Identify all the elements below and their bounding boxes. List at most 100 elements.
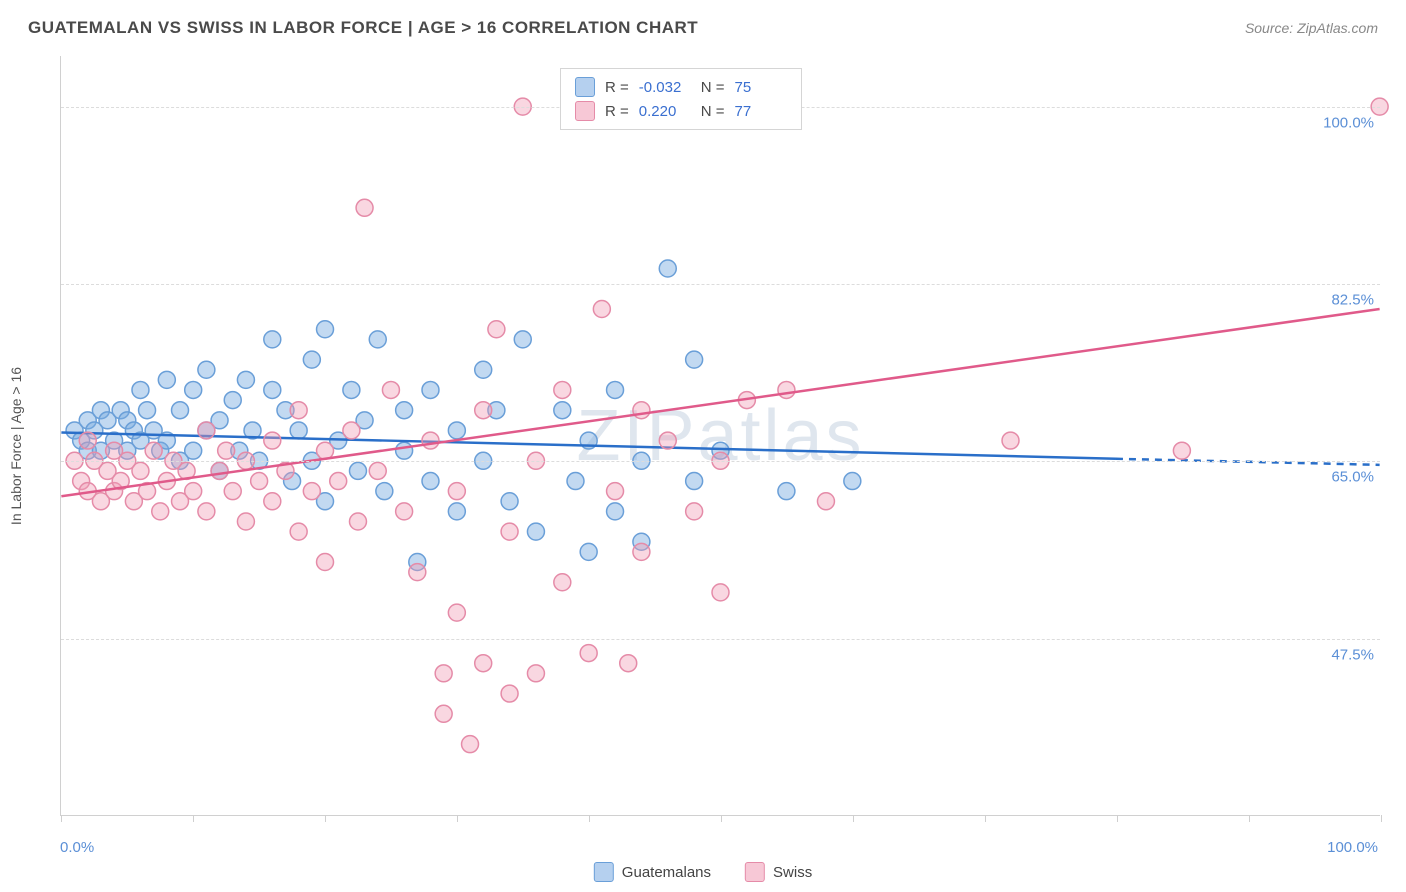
scatter-point: [79, 432, 96, 449]
scatter-point: [139, 402, 156, 419]
scatter-point: [396, 503, 413, 520]
scatter-point: [356, 199, 373, 216]
scatter-point: [712, 584, 729, 601]
scatter-point: [152, 503, 169, 520]
scatter-point: [620, 655, 637, 672]
scatter-point: [145, 442, 162, 459]
scatter-point: [607, 483, 624, 500]
scatter-chart: ZIPatlas 47.5%65.0%82.5%100.0%: [60, 56, 1380, 816]
swatch-icon: [594, 862, 614, 882]
scatter-point: [185, 442, 202, 459]
scatter-point: [475, 402, 492, 419]
scatter-point: [237, 371, 254, 388]
scatter-point: [686, 503, 703, 520]
scatter-point: [435, 665, 452, 682]
x-tick: [1249, 815, 1250, 822]
gridline: [61, 461, 1380, 462]
scatter-point: [264, 331, 281, 348]
scatter-point: [817, 493, 834, 510]
scatter-point: [422, 473, 439, 490]
scatter-point: [343, 381, 360, 398]
legend-item-swiss: Swiss: [745, 862, 812, 882]
stat-r-value: -0.032: [639, 79, 691, 96]
series-legend: Guatemalans Swiss: [594, 862, 812, 882]
y-tick-label: 47.5%: [1325, 646, 1374, 663]
scatter-point: [264, 432, 281, 449]
scatter-point: [686, 351, 703, 368]
scatter-point: [224, 392, 241, 409]
stats-row-guatemalans: R = -0.032 N = 75: [575, 75, 787, 99]
x-tick: [1381, 815, 1382, 822]
scatter-point: [317, 554, 334, 571]
scatter-point: [527, 523, 544, 540]
stats-row-swiss: R = 0.220 N = 77: [575, 99, 787, 123]
x-tick: [985, 815, 986, 822]
scatter-point: [396, 402, 413, 419]
scatter-point: [488, 321, 505, 338]
scatter-point: [317, 321, 334, 338]
scatter-point: [1173, 442, 1190, 459]
scatter-point: [633, 402, 650, 419]
scatter-point: [218, 442, 235, 459]
x-tick: [853, 815, 854, 822]
stat-n-value: 75: [735, 79, 787, 96]
scatter-point: [580, 645, 597, 662]
x-tick: [193, 815, 194, 822]
scatter-point: [290, 402, 307, 419]
scatter-point: [422, 432, 439, 449]
scatter-point: [224, 483, 241, 500]
scatter-point: [567, 473, 584, 490]
x-tick: [1117, 815, 1118, 822]
scatter-point: [475, 655, 492, 672]
scatter-point: [448, 604, 465, 621]
stat-n-label: N =: [701, 103, 725, 120]
scatter-point: [554, 381, 571, 398]
scatter-point: [501, 493, 518, 510]
gridline: [61, 284, 1380, 285]
scatter-point: [435, 705, 452, 722]
scatter-point: [330, 473, 347, 490]
scatter-point: [303, 483, 320, 500]
scatter-point: [778, 381, 795, 398]
scatter-point: [369, 462, 386, 479]
stat-n-label: N =: [701, 79, 725, 96]
legend-label: Guatemalans: [622, 864, 711, 881]
scatter-point: [554, 402, 571, 419]
scatter-point: [343, 422, 360, 439]
scatter-point: [475, 361, 492, 378]
scatter-point: [422, 381, 439, 398]
scatter-point: [659, 432, 676, 449]
scatter-point: [448, 483, 465, 500]
x-tick: [589, 815, 590, 822]
scatter-point: [264, 493, 281, 510]
scatter-point: [593, 301, 610, 318]
y-tick-label: 65.0%: [1325, 469, 1374, 486]
scatter-point: [237, 513, 254, 530]
legend-item-guatemalans: Guatemalans: [594, 862, 711, 882]
scatter-point: [527, 665, 544, 682]
scatter-point: [211, 462, 228, 479]
scatter-point: [158, 371, 175, 388]
scatter-point: [198, 422, 215, 439]
y-axis-label: In Labor Force | Age > 16: [8, 367, 24, 525]
scatter-point: [686, 473, 703, 490]
x-max-label: 100.0%: [1327, 839, 1378, 856]
stat-r-value: 0.220: [639, 103, 691, 120]
scatter-point: [290, 523, 307, 540]
scatter-point: [317, 442, 334, 459]
scatter-point: [633, 543, 650, 560]
swatch-icon: [745, 862, 765, 882]
scatter-point: [290, 422, 307, 439]
chart-title: GUATEMALAN VS SWISS IN LABOR FORCE | AGE…: [28, 18, 698, 38]
swatch-icon: [575, 77, 595, 97]
scatter-point: [396, 442, 413, 459]
scatter-point: [448, 422, 465, 439]
scatter-point: [554, 574, 571, 591]
scatter-point: [1002, 432, 1019, 449]
scatter-point: [844, 473, 861, 490]
y-tick-label: 82.5%: [1325, 292, 1374, 309]
correlation-stats-box: R = -0.032 N = 75 R = 0.220 N = 77: [560, 68, 802, 130]
scatter-point: [198, 503, 215, 520]
swatch-icon: [575, 101, 595, 121]
x-tick: [721, 815, 722, 822]
